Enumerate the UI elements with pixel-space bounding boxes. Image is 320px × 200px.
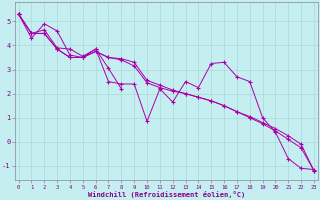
X-axis label: Windchill (Refroidissement éolien,°C): Windchill (Refroidissement éolien,°C) — [88, 191, 245, 198]
